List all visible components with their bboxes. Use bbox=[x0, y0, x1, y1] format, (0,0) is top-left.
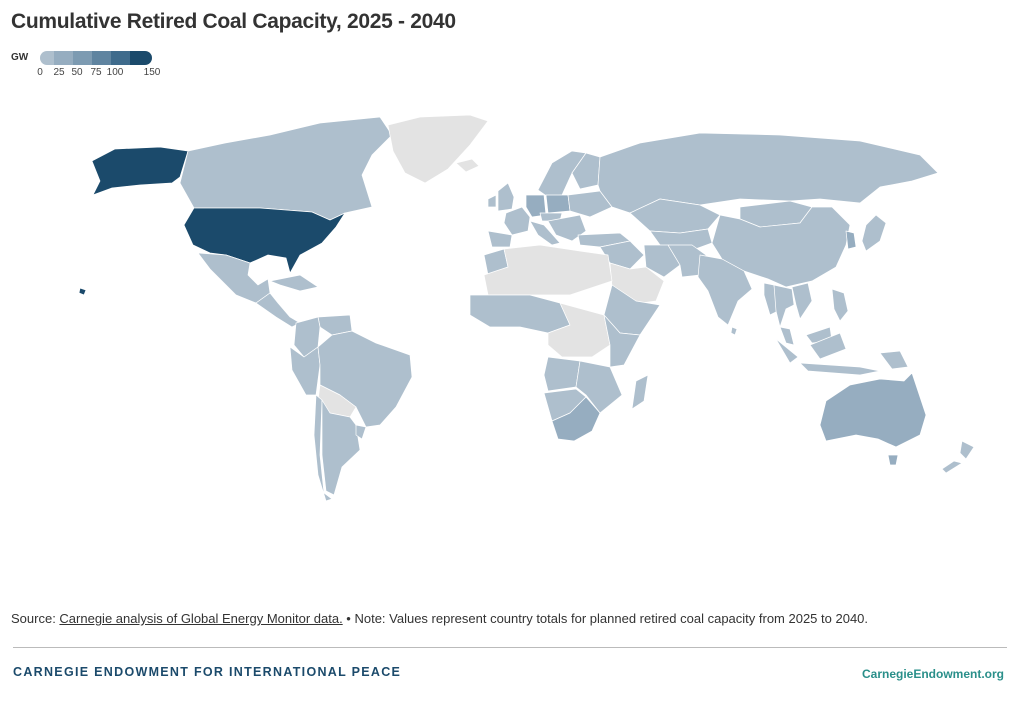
footer-site-link[interactable]: CarnegieEndowment.org bbox=[861, 667, 1004, 681]
region-France[interactable] bbox=[503, 206, 531, 236]
region-Papua New Guinea[interactable] bbox=[879, 350, 909, 370]
region-Caribbean[interactable] bbox=[269, 274, 319, 292]
region-United Kingdom[interactable] bbox=[497, 182, 515, 212]
chart-title: Cumulative Retired Coal Capacity, 2025 -… bbox=[11, 10, 456, 33]
region-South Africa[interactable] bbox=[551, 396, 601, 442]
region-Iran[interactable] bbox=[643, 244, 681, 278]
region-Ireland[interactable] bbox=[487, 194, 497, 208]
region-New Zealand[interactable] bbox=[941, 440, 975, 474]
region-West Africa[interactable] bbox=[469, 294, 571, 334]
region-Mexico[interactable] bbox=[197, 252, 271, 304]
region-United States[interactable] bbox=[183, 207, 346, 274]
region-Tasmania[interactable] bbox=[887, 454, 899, 466]
region-Poland[interactable] bbox=[545, 194, 571, 214]
region-Australia[interactable] bbox=[819, 372, 927, 448]
region-Ukraine[interactable] bbox=[567, 190, 613, 218]
region-Iceland[interactable] bbox=[455, 158, 480, 173]
region-Indonesia[interactable] bbox=[775, 332, 881, 376]
region-Thailand[interactable] bbox=[773, 284, 795, 328]
region-Japan[interactable] bbox=[861, 214, 887, 252]
source-link[interactable]: Carnegie analysis of Global Energy Monit… bbox=[59, 611, 343, 626]
legend-segment bbox=[92, 51, 111, 65]
legend-segment bbox=[130, 51, 152, 65]
legend-tick-label: 150 bbox=[143, 67, 161, 78]
region-North Africa[interactable] bbox=[483, 244, 613, 296]
legend-tick-label: 75 bbox=[90, 67, 102, 78]
region-Alaska[interactable] bbox=[91, 146, 189, 196]
legend-segment bbox=[54, 51, 73, 65]
region-Iberia[interactable] bbox=[487, 230, 513, 248]
region-Greenland[interactable] bbox=[387, 114, 489, 184]
region-Uruguay[interactable] bbox=[355, 424, 367, 440]
region-East Africa[interactable] bbox=[603, 314, 641, 368]
source-prefix: Source: bbox=[11, 611, 60, 626]
region-Italy[interactable] bbox=[529, 220, 561, 246]
region-Philippines[interactable] bbox=[831, 288, 849, 322]
region-Hawaii[interactable] bbox=[78, 287, 87, 296]
region-Canada[interactable] bbox=[179, 116, 393, 221]
region-Peru[interactable] bbox=[289, 346, 321, 396]
region-Madagascar[interactable] bbox=[631, 374, 649, 410]
region-Sri Lanka[interactable] bbox=[730, 326, 738, 336]
footer-brand: CARNEGIE ENDOWMENT FOR INTERNATIONAL PEA… bbox=[13, 665, 402, 679]
region-Russia[interactable] bbox=[597, 132, 939, 214]
legend-segment bbox=[73, 51, 92, 65]
region-Germany[interactable] bbox=[525, 194, 547, 218]
region-Vietnam[interactable] bbox=[791, 282, 813, 320]
legend-tick-label: 50 bbox=[71, 67, 83, 78]
region-Argentina[interactable] bbox=[321, 399, 361, 496]
legend-tick-label: 0 bbox=[37, 67, 43, 78]
color-legend: GW 0 25 50 75 100 150 bbox=[11, 50, 191, 82]
region-Angola[interactable] bbox=[543, 356, 581, 392]
source-note-text: • Note: Values represent country totals … bbox=[342, 611, 869, 626]
legend-tick-label: 100 bbox=[106, 67, 124, 78]
legend-unit: GW bbox=[11, 52, 29, 63]
region-Central America[interactable] bbox=[255, 292, 301, 328]
legend-segment bbox=[40, 51, 54, 65]
legend-color-scale bbox=[40, 51, 152, 65]
legend-tick-label: 25 bbox=[53, 67, 65, 78]
footer-divider bbox=[13, 647, 1007, 648]
region-Korea[interactable] bbox=[845, 230, 857, 250]
source-note: Source: Carnegie analysis of Global Ener… bbox=[11, 611, 868, 626]
region-Chile[interactable] bbox=[313, 394, 333, 502]
world-map bbox=[0, 95, 1020, 525]
region-India[interactable] bbox=[697, 254, 753, 326]
legend-segment bbox=[111, 51, 130, 65]
